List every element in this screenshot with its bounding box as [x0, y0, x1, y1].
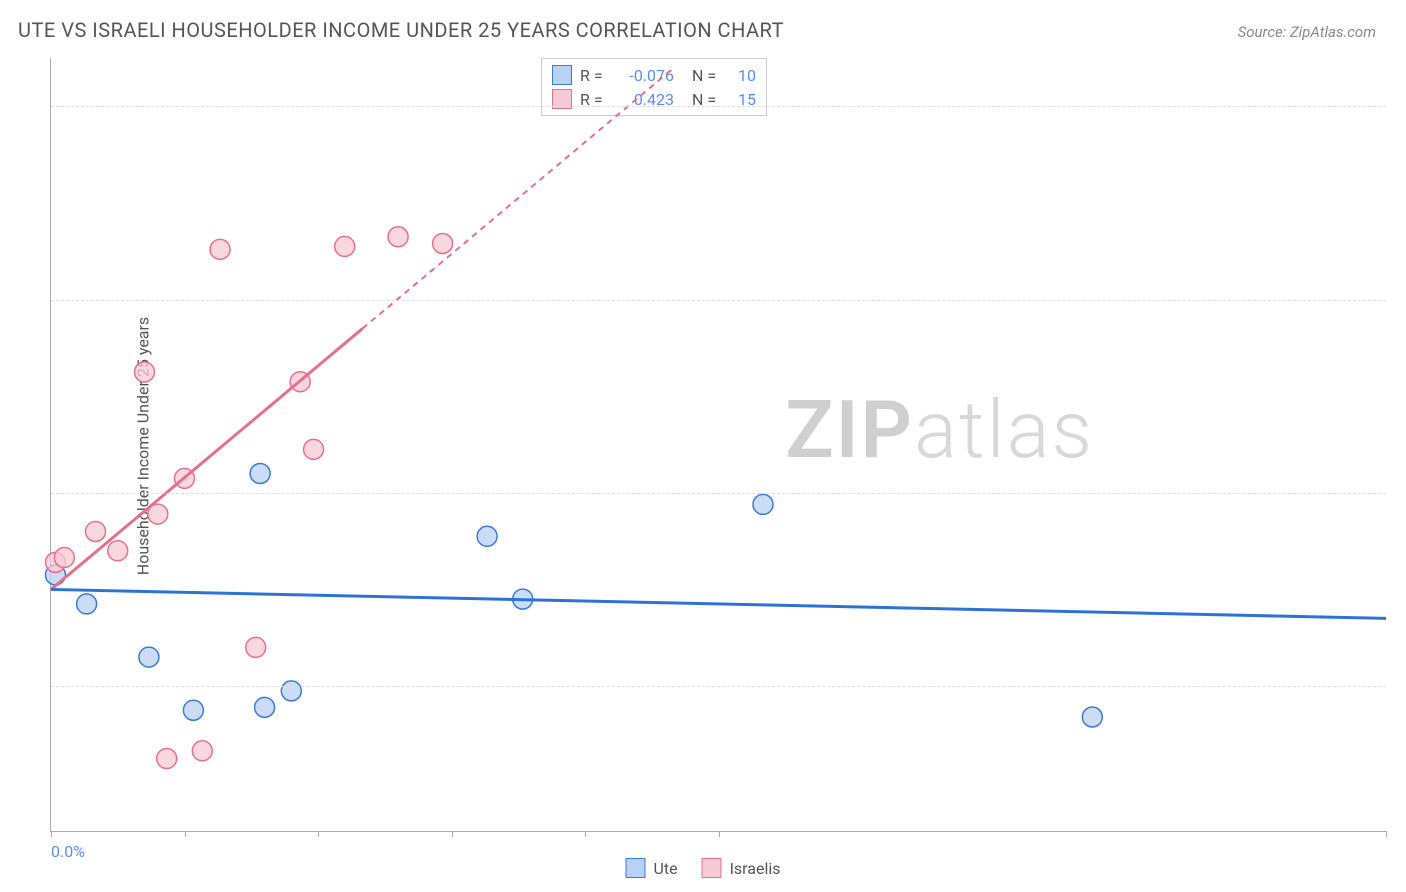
- scatter-svg: [51, 58, 1386, 831]
- data-point: [157, 749, 177, 769]
- gridline: [51, 686, 1386, 687]
- data-point: [192, 741, 212, 761]
- data-point: [134, 362, 154, 382]
- data-point: [335, 236, 355, 256]
- x-tick: [452, 831, 453, 837]
- y-tick-label: $40,000: [1396, 677, 1406, 696]
- x-tick: [51, 831, 52, 837]
- legend-item: Israelis: [702, 858, 781, 878]
- data-point: [86, 521, 106, 541]
- x-tick-label: 0.0%: [51, 842, 85, 861]
- gridline: [51, 106, 1386, 107]
- data-point: [477, 526, 497, 546]
- chart-plot-area: ZIPatlas R =-0.076N =10R =0.423N =15 $40…: [50, 58, 1386, 832]
- legend-item: Ute: [625, 858, 677, 878]
- x-tick: [585, 831, 586, 837]
- data-point: [255, 697, 275, 717]
- data-point: [250, 463, 270, 483]
- x-tick: [185, 831, 186, 837]
- data-point: [77, 594, 97, 614]
- data-point: [183, 700, 203, 720]
- source-label: Source: ZipAtlas.com: [1238, 23, 1376, 41]
- data-point: [108, 541, 128, 561]
- x-tick: [1386, 831, 1387, 837]
- x-tick: [719, 831, 720, 837]
- y-tick-label: $60,000: [1396, 483, 1406, 502]
- legend-swatch: [625, 858, 645, 878]
- gridline: [51, 300, 1386, 301]
- gridline: [51, 493, 1386, 494]
- chart-title: UTE VS ISRAELI HOUSEHOLDER INCOME UNDER …: [18, 18, 784, 42]
- data-point: [281, 681, 301, 701]
- series-legend: Ute Israelis: [625, 858, 780, 878]
- legend-label: Israelis: [730, 859, 781, 878]
- data-point: [210, 239, 230, 259]
- y-tick-label: $100,000: [1396, 97, 1406, 116]
- y-tick-label: $80,000: [1396, 290, 1406, 309]
- x-tick: [318, 831, 319, 837]
- data-point: [246, 637, 266, 657]
- data-point: [139, 647, 159, 667]
- data-point: [304, 439, 324, 459]
- data-point: [54, 548, 74, 568]
- data-point: [1082, 707, 1102, 727]
- legend-label: Ute: [653, 859, 677, 878]
- data-point: [388, 227, 408, 247]
- legend-swatch: [702, 858, 722, 878]
- data-point: [433, 234, 453, 254]
- data-point: [753, 494, 773, 514]
